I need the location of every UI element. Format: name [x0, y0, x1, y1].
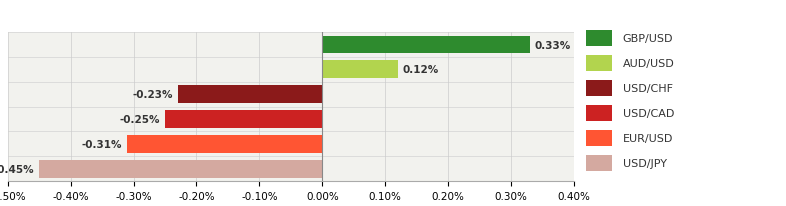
FancyBboxPatch shape	[586, 105, 612, 121]
Text: AUD/USD: AUD/USD	[623, 59, 674, 68]
Bar	[178, 86, 322, 104]
Text: EUR/USD: EUR/USD	[623, 133, 673, 143]
FancyBboxPatch shape	[586, 130, 612, 146]
FancyBboxPatch shape	[586, 80, 612, 96]
Text: USD/JPY: USD/JPY	[623, 158, 667, 168]
Text: 0.12%: 0.12%	[402, 65, 439, 75]
Bar	[127, 135, 322, 153]
FancyBboxPatch shape	[586, 155, 612, 171]
Text: USD/CAD: USD/CAD	[623, 108, 674, 118]
Bar	[322, 61, 398, 79]
Text: -0.25%: -0.25%	[119, 115, 160, 124]
Text: -0.45%: -0.45%	[0, 164, 35, 174]
Bar	[165, 111, 322, 128]
FancyBboxPatch shape	[586, 30, 612, 47]
Text: GBP/USD: GBP/USD	[623, 34, 673, 43]
Bar	[322, 36, 530, 54]
Text: 0.33%: 0.33%	[534, 40, 571, 50]
Text: Benchmark Currency Rates - Daily Gainers & Losers: Benchmark Currency Rates - Daily Gainers…	[199, 8, 587, 21]
Text: -0.31%: -0.31%	[82, 139, 123, 149]
FancyBboxPatch shape	[586, 55, 612, 71]
Text: USD/CHF: USD/CHF	[623, 83, 673, 93]
Text: -0.23%: -0.23%	[132, 90, 173, 100]
Bar	[39, 160, 322, 178]
